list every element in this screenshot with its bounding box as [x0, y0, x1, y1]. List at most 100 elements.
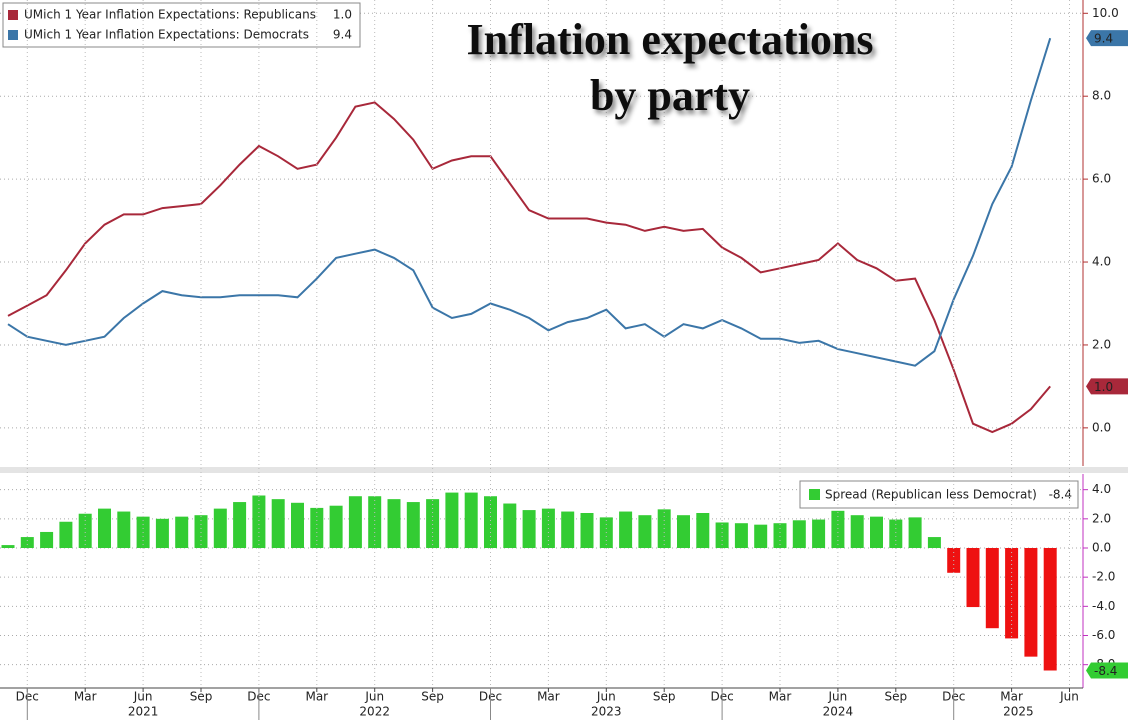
y-tick-label: -2.0 [1092, 570, 1115, 584]
bar [792, 520, 806, 548]
y-tick-label: 10.0 [1092, 6, 1119, 20]
legend-box [2, 2, 361, 48]
bar [271, 499, 285, 548]
bar [445, 492, 459, 548]
x-tick-label: Jun [133, 690, 153, 704]
y-tick-label: 4.0 [1092, 482, 1111, 496]
value-tag [1086, 662, 1128, 679]
bar [1005, 548, 1019, 639]
bar [464, 492, 478, 548]
value-tag-label: -8.4 [1094, 664, 1117, 678]
bar [310, 507, 324, 548]
bar [734, 523, 748, 548]
bar [426, 499, 440, 548]
y-tick-label: 0.0 [1092, 541, 1111, 555]
bar [484, 496, 497, 548]
x-tick-label: Jun [596, 690, 616, 704]
bar [20, 537, 34, 548]
legend-box [799, 480, 1079, 509]
x-tick-label: Sep [653, 690, 676, 704]
bar [194, 515, 208, 548]
bar [831, 510, 845, 548]
year-label: 2022 [359, 705, 390, 719]
y-tick-label: -4.0 [1092, 599, 1115, 613]
bar [368, 496, 382, 548]
legend-label: UMich 1 Year Inflation Expectations: Dem… [24, 28, 309, 42]
bar [175, 516, 189, 548]
bar [889, 519, 903, 548]
y-tick-label: -6.0 [1092, 628, 1115, 642]
bar [1043, 548, 1057, 671]
bar [638, 515, 652, 548]
value-tag-label: 9.4 [1094, 32, 1113, 46]
title: Inflation expectations by party [467, 15, 874, 120]
x-tick-label: Mar [305, 690, 328, 704]
legend-value: 9.4 [333, 28, 352, 42]
bar [619, 511, 633, 548]
bar [155, 518, 169, 548]
bar [1, 545, 15, 548]
bar [1024, 548, 1038, 657]
legend-swatch [8, 10, 18, 20]
x-tick-label: Mar [537, 690, 560, 704]
value-tag [1086, 378, 1128, 395]
bar [233, 502, 247, 548]
legend-value: 1.0 [333, 8, 352, 22]
x-tick-label: Jun [364, 690, 384, 704]
value-tag-label: 1.0 [1094, 380, 1113, 394]
bar [966, 548, 980, 608]
y-tick-label: 2.0 [1092, 511, 1111, 525]
year-label: 2023 [591, 705, 622, 719]
bar [348, 496, 362, 548]
bar [754, 524, 768, 548]
bar [927, 537, 941, 548]
bar [522, 510, 536, 548]
y-tick-label: 0.0 [1092, 420, 1111, 434]
bar [696, 513, 710, 548]
year-label: 2024 [823, 705, 854, 719]
line [7, 37, 1052, 367]
bar [406, 502, 420, 548]
legend-label: UMich 1 Year Inflation Expectations: Rep… [24, 8, 316, 22]
bar [561, 511, 575, 548]
y-tick-label: 4.0 [1092, 255, 1111, 269]
y-tick-label: 8.0 [1092, 89, 1111, 103]
bar [78, 513, 92, 548]
bar [908, 517, 922, 548]
bar [252, 495, 266, 548]
bar [985, 548, 999, 629]
x-tick-label: Mar [74, 690, 97, 704]
bar [715, 522, 729, 548]
bar [98, 508, 111, 548]
bar [580, 513, 594, 548]
bar [59, 521, 73, 548]
bar [812, 519, 826, 548]
bar [213, 508, 227, 548]
bar [773, 523, 787, 548]
x-tick-label: Jun [1059, 690, 1079, 704]
bar [117, 511, 131, 548]
legend-value: -8.4 [1049, 488, 1072, 502]
year-label: 2021 [128, 705, 159, 719]
legend-label: Spread (Republican less Democrat) [825, 488, 1037, 502]
x-tick-label: Sep [421, 690, 444, 704]
y-tick-label: 2.0 [1092, 337, 1111, 351]
y-tick-label: 6.0 [1092, 172, 1111, 186]
bar [677, 515, 690, 548]
panel-divider [0, 467, 1128, 473]
x-tick-label: Jun [828, 690, 848, 704]
legend-swatch [8, 30, 18, 40]
bar [40, 531, 54, 548]
bar [291, 502, 304, 548]
bar [850, 515, 864, 548]
x-tick-label: Mar [769, 690, 792, 704]
legend-swatch [809, 489, 820, 500]
bar [503, 503, 517, 548]
bar [329, 505, 343, 548]
bar [870, 516, 883, 548]
x-tick-label: Mar [1000, 690, 1023, 704]
chart-title: Inflation expectations [467, 15, 874, 64]
bar [387, 499, 401, 548]
